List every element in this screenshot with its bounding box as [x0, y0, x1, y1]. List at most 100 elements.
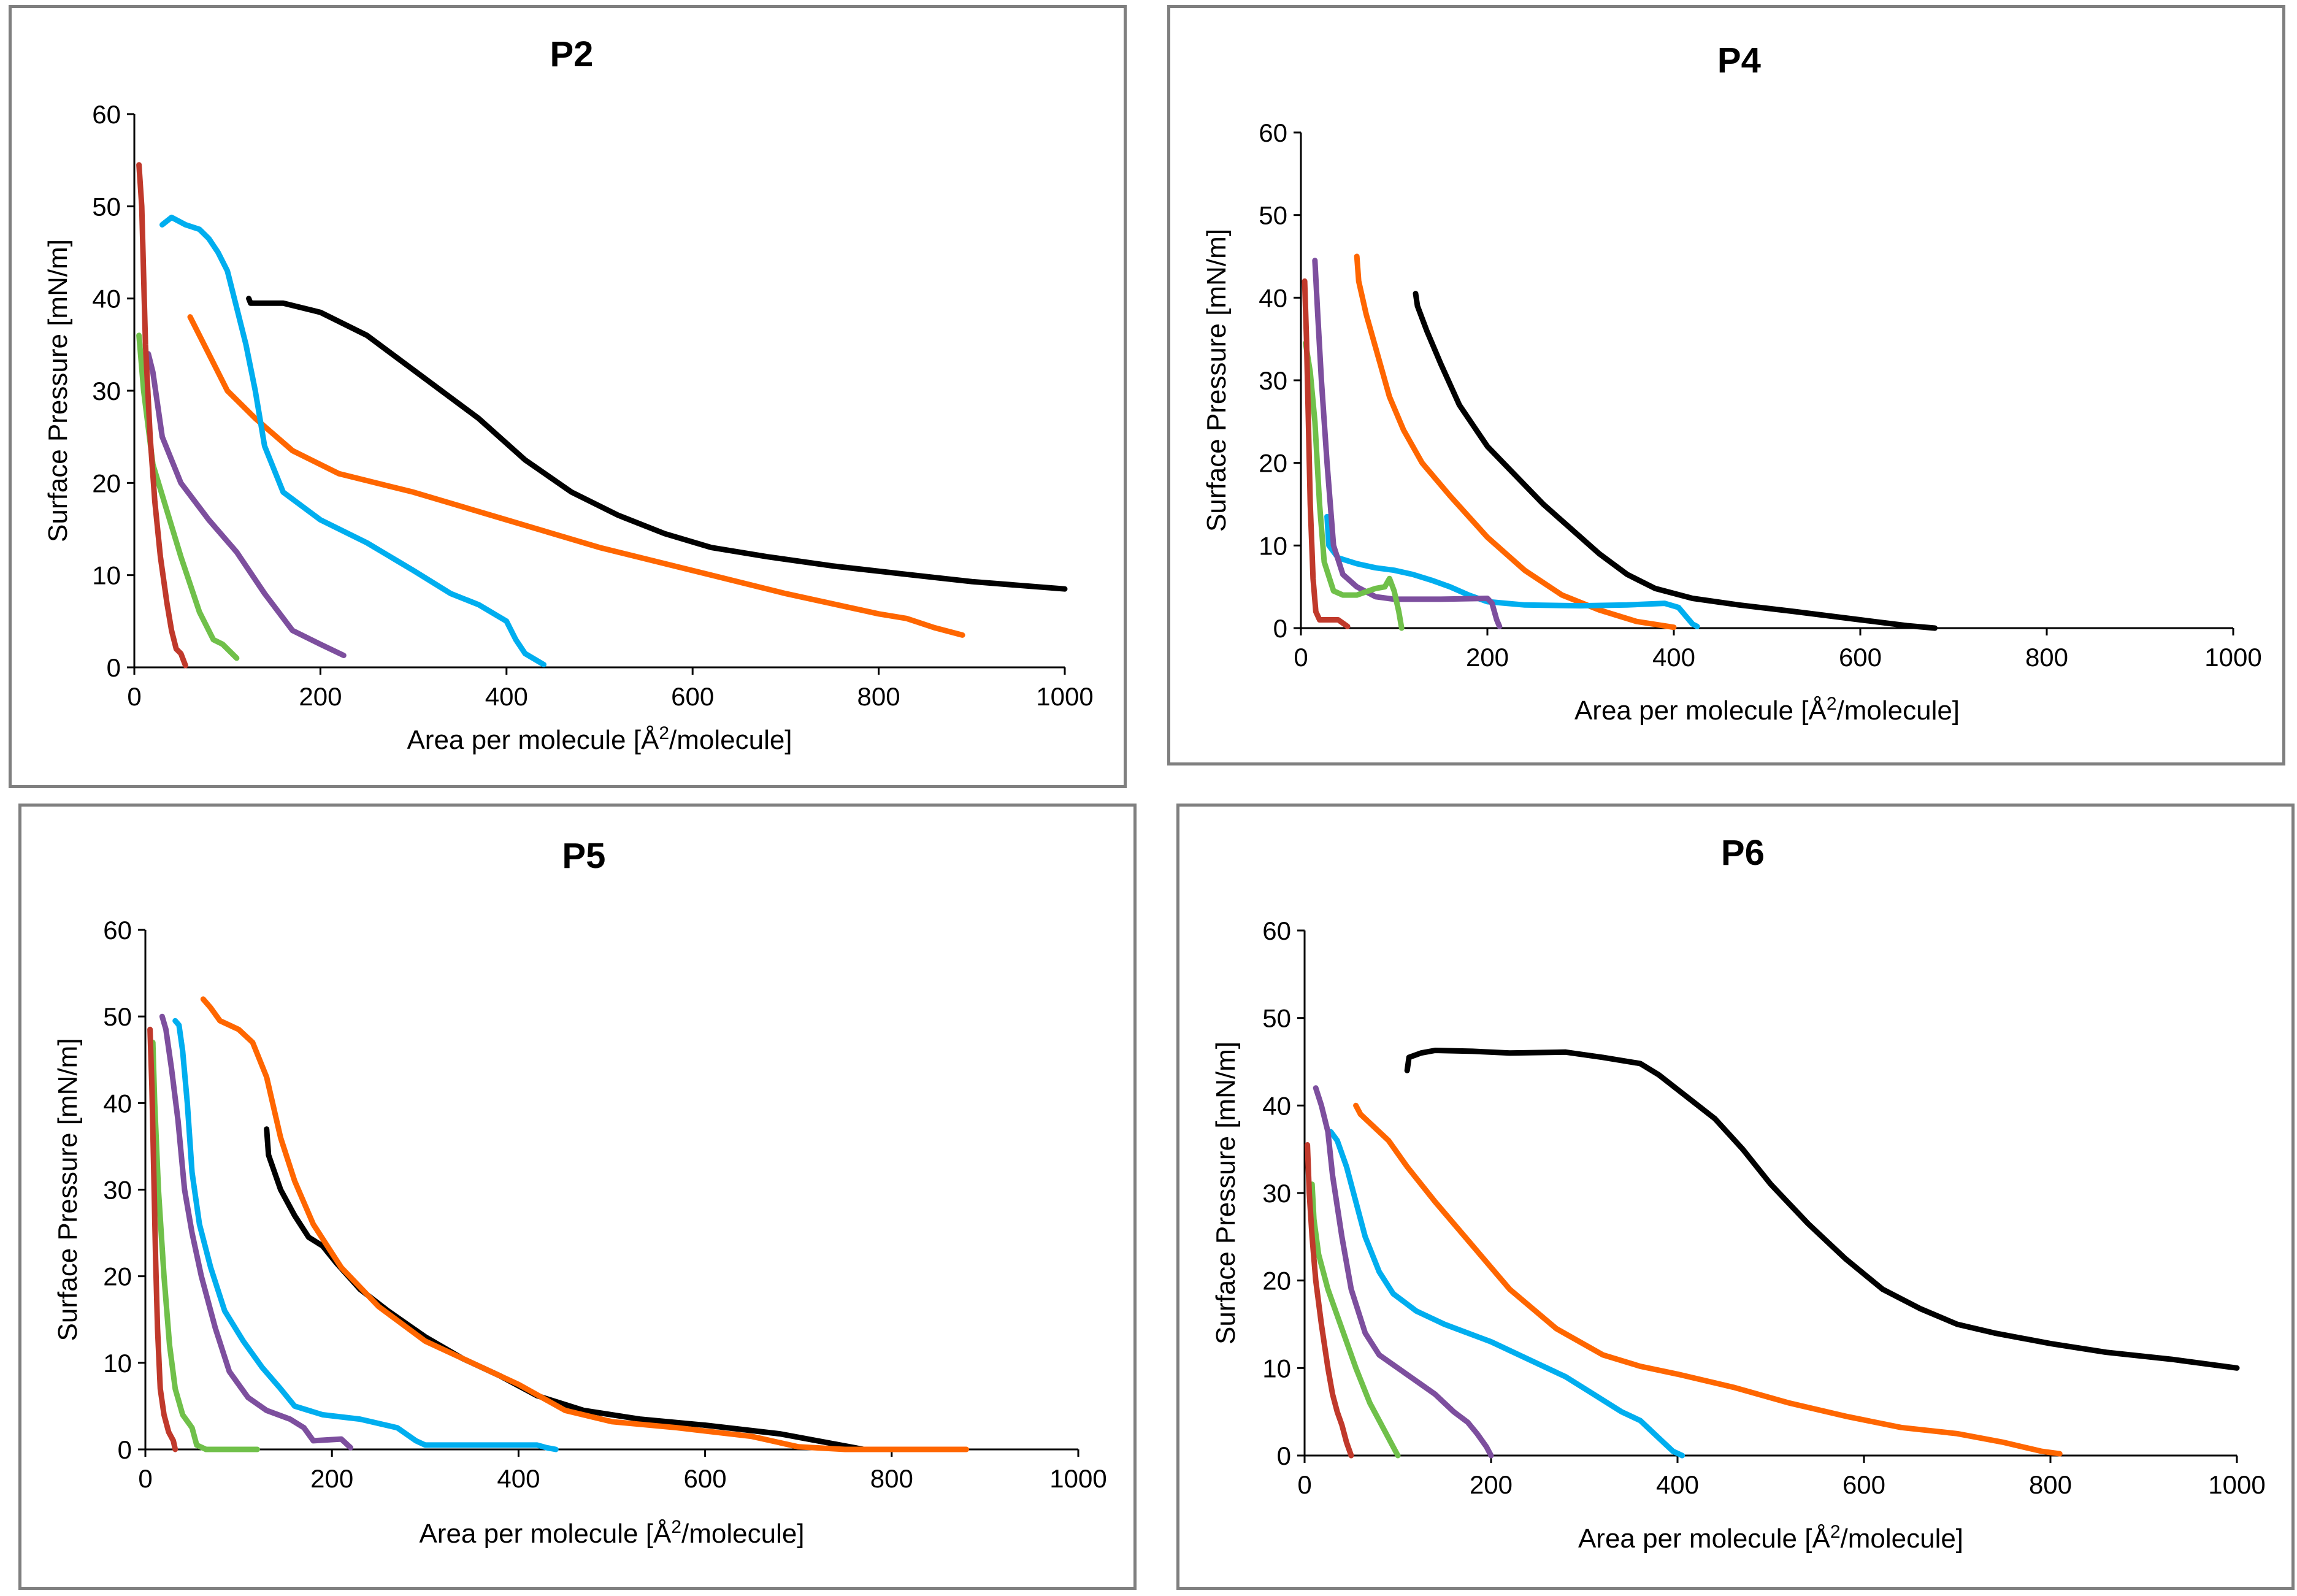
series-line-3	[159, 214, 546, 667]
x-axis-label: Area per molecule [Å2/molecule]	[1578, 1522, 1963, 1554]
x-axis-label-unit: [Å	[1804, 1524, 1830, 1554]
y-tick-label: 10	[1262, 1354, 1291, 1383]
x-axis-label-unit: [Å	[634, 725, 659, 755]
x-tick-label: 0	[138, 1464, 152, 1493]
series-line-1	[264, 1126, 867, 1452]
y-tick-label: 40	[1262, 1091, 1291, 1120]
x-axis-label-main: Area per molecule	[1578, 1524, 1804, 1554]
series-line-4	[1313, 1085, 1494, 1459]
chart-panel-p4: P4 0 200 400 600 800 1000 0 10 20 30 40 50 60 Area per…	[1167, 5, 2285, 765]
y-tick-label: 10	[1259, 531, 1287, 560]
y-tick-label: 50	[103, 1002, 132, 1031]
x-axis-label-sup: 2	[1827, 694, 1837, 714]
x-tick-label: 1000	[1036, 682, 1093, 711]
x-tick-label: 200	[310, 1464, 353, 1493]
chart-title-p6: P6	[1721, 833, 1765, 873]
y-axis-label: Surface Pressure [mN/m]	[1211, 1042, 1241, 1345]
y-tick-label: 30	[103, 1176, 132, 1205]
y-tick-label: 0	[1277, 1441, 1291, 1470]
series-line-5	[1303, 340, 1405, 631]
x-tick-label: 0	[1297, 1470, 1311, 1499]
series-line-2	[200, 996, 969, 1452]
series-line-4	[159, 1013, 354, 1451]
y-tick-label: 10	[103, 1349, 132, 1378]
y-tick-label: 0	[118, 1435, 132, 1464]
y-tick-label: 20	[1262, 1267, 1291, 1295]
x-tick-label: 0	[127, 682, 141, 711]
x-tick-label: 1000	[2204, 643, 2261, 672]
y-tick-label: 10	[92, 561, 121, 590]
x-axis-label-main: Area per molecule	[419, 1519, 645, 1549]
y-tick-label: 40	[1259, 283, 1287, 312]
chart-p4: P4 0 200 400 600 800 1000 0 10 20 30 40 50 60 Area per…	[1202, 40, 2262, 726]
y-tick-label: 60	[1262, 916, 1291, 945]
x-tick-label: 800	[870, 1464, 913, 1493]
x-axis-label-tail: /molecule]	[681, 1519, 805, 1549]
y-tick-label: 50	[1259, 201, 1287, 230]
series-line-5	[1309, 1181, 1401, 1459]
x-tick-label: 600	[1839, 643, 1882, 672]
y-tick-label: 20	[103, 1262, 132, 1291]
y-tick-label: 20	[1259, 449, 1287, 478]
x-tick-label: 400	[485, 682, 528, 711]
series-line-1	[1413, 291, 1938, 631]
chart-panel-p2: P2 0 200 400 600 800 1000 0 10 20 30 40 50 60 Area per…	[9, 5, 1127, 788]
series-line-2	[1353, 1102, 2063, 1457]
x-axis-label: Area per molecule [Å2/molecule]	[407, 723, 792, 756]
y-tick-label: 0	[1273, 614, 1287, 643]
x-axis-label-main: Area per molecule	[1574, 696, 1801, 726]
y-tick-label: 60	[103, 916, 132, 945]
x-tick-label: 0	[1294, 643, 1308, 672]
x-axis-label-unit: [Å	[646, 1519, 672, 1549]
y-tick-label: 30	[1259, 366, 1287, 395]
x-tick-label: 600	[1843, 1470, 1885, 1499]
x-tick-label: 400	[1652, 643, 1695, 672]
series-line-3	[172, 1018, 559, 1452]
series-line-6	[147, 1026, 178, 1452]
chart-p2: P2 0 200 400 600 800 1000 0 10 20 30 40 50 60 Area per…	[43, 34, 1094, 756]
y-tick-label: 30	[92, 377, 121, 405]
x-axis-label-tail: /molecule]	[1837, 696, 1960, 726]
y-tick-label: 30	[1262, 1179, 1291, 1208]
x-axis-label-main: Area per molecule	[407, 725, 633, 755]
x-axis-label: Area per molecule [Å2/molecule]	[419, 1517, 804, 1549]
x-tick-label: 800	[2025, 643, 2068, 672]
series-line-2	[187, 314, 965, 638]
x-tick-label: 200	[1470, 1470, 1513, 1499]
series-line-6	[1305, 1142, 1354, 1459]
y-tick-label: 60	[1259, 118, 1287, 147]
x-axis-label-sup: 2	[1830, 1522, 1841, 1542]
y-axis-label: Surface Pressure [mN/m]	[53, 1038, 83, 1341]
series-line-4	[145, 351, 347, 658]
series-line-5	[150, 1040, 260, 1452]
series-line-1	[1404, 1048, 2240, 1371]
x-tick-label: 600	[671, 682, 714, 711]
x-axis-label-tail: /molecule]	[1841, 1524, 1964, 1554]
chart-title-p2: P2	[550, 34, 594, 74]
y-tick-label: 60	[92, 100, 121, 129]
x-tick-label: 800	[2029, 1470, 2072, 1499]
x-axis-label-unit: [Å	[1801, 696, 1827, 726]
series-line-6	[1302, 278, 1351, 629]
y-tick-label: 40	[103, 1089, 132, 1118]
x-tick-label: 200	[1466, 643, 1509, 672]
y-tick-label: 50	[1262, 1004, 1291, 1033]
chart-p6: P6 0 200 400 600 800 1000 0 10 20 30 40 50 60 Area per…	[1211, 833, 2266, 1554]
x-tick-label: 1000	[1049, 1464, 1106, 1493]
series-line-3	[1328, 1129, 1685, 1459]
series-line-3	[1324, 513, 1700, 629]
y-tick-label: 20	[92, 469, 121, 497]
x-tick-label: 1000	[2208, 1470, 2265, 1499]
x-tick-label: 200	[299, 682, 342, 711]
x-tick-label: 400	[497, 1464, 540, 1493]
chart-panel-p6: P6 0 200 400 600 800 1000 0 10 20 30 40 50 60 Area per…	[1176, 804, 2295, 1590]
y-tick-label: 50	[92, 192, 121, 221]
chart-p5: P5 0 200 400 600 800 1000 0 10 20 30 40 50 60 Area per…	[53, 836, 1107, 1549]
y-tick-label: 40	[92, 285, 121, 313]
x-axis-label-sup: 2	[671, 1517, 681, 1537]
x-tick-label: 600	[684, 1464, 727, 1493]
chart-title-p5: P5	[562, 836, 605, 876]
x-axis-label: Area per molecule [Å2/molecule]	[1574, 694, 1960, 726]
y-axis-label: Surface Pressure [mN/m]	[1202, 229, 1232, 532]
x-tick-label: 400	[1656, 1470, 1699, 1499]
